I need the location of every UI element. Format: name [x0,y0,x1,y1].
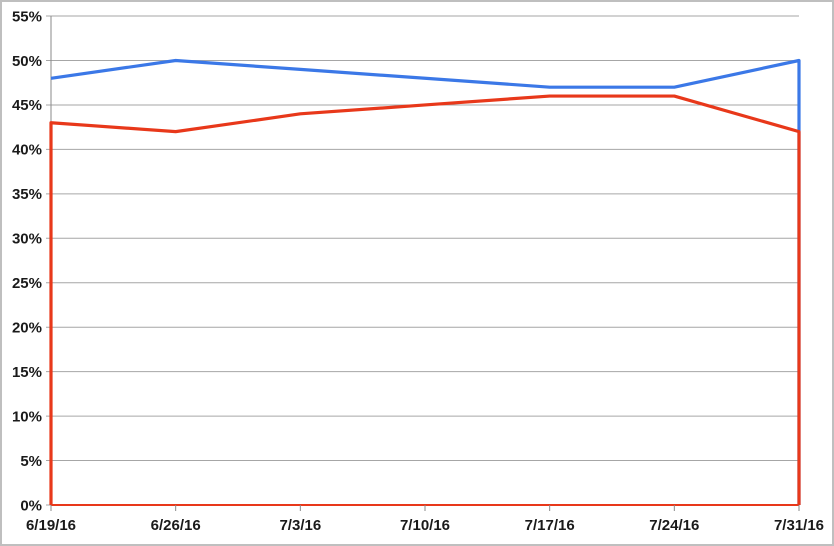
svg-text:0%: 0% [20,497,42,514]
svg-text:50%: 50% [12,53,42,70]
svg-text:35%: 35% [12,186,42,203]
svg-text:7/3/16: 7/3/16 [279,517,321,534]
svg-text:6/26/16: 6/26/16 [151,517,201,534]
svg-text:7/31/16: 7/31/16 [774,517,824,534]
svg-text:5%: 5% [20,453,42,470]
svg-text:15%: 15% [12,364,42,381]
svg-text:25%: 25% [12,275,42,292]
svg-text:6/19/16: 6/19/16 [26,517,76,534]
svg-text:7/24/16: 7/24/16 [649,517,699,534]
svg-text:45%: 45% [12,97,42,114]
svg-text:10%: 10% [12,408,42,425]
svg-text:7/17/16: 7/17/16 [525,517,575,534]
svg-text:40%: 40% [12,142,42,159]
svg-text:30%: 30% [12,231,42,248]
svg-text:55%: 55% [12,8,42,25]
svg-text:7/10/16: 7/10/16 [400,517,450,534]
svg-text:20%: 20% [12,319,42,336]
